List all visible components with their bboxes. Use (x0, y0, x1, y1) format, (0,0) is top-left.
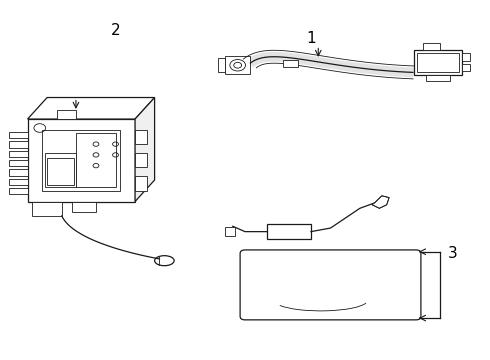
Bar (9, 132, 27, 138)
Bar (426, 75, 450, 81)
Bar (9, 179, 27, 185)
FancyBboxPatch shape (240, 250, 421, 320)
Polygon shape (27, 98, 155, 119)
Bar (9, 160, 27, 166)
Bar (423, 43, 441, 50)
Bar (225, 56, 250, 74)
Bar (463, 64, 470, 71)
Text: 3: 3 (448, 246, 458, 261)
Bar (32, 202, 62, 216)
Bar (135, 176, 147, 191)
Polygon shape (372, 196, 389, 208)
Bar (45, 153, 76, 187)
Bar (218, 58, 225, 72)
Bar (417, 53, 459, 72)
Bar (225, 227, 235, 236)
Bar (47, 158, 74, 185)
Bar (284, 60, 298, 67)
Bar (9, 188, 27, 194)
Bar (135, 130, 147, 144)
Text: 1: 1 (306, 31, 316, 45)
Bar (27, 119, 135, 202)
Polygon shape (135, 98, 155, 202)
Text: 2: 2 (111, 23, 121, 39)
Bar (9, 141, 27, 148)
Bar (267, 224, 311, 239)
Bar (42, 130, 121, 191)
Bar (76, 134, 116, 187)
Bar (463, 53, 470, 60)
Bar (414, 50, 463, 75)
Bar (135, 153, 147, 167)
Polygon shape (57, 110, 76, 119)
Bar (9, 150, 27, 157)
Bar (9, 169, 27, 176)
Bar (72, 202, 96, 212)
